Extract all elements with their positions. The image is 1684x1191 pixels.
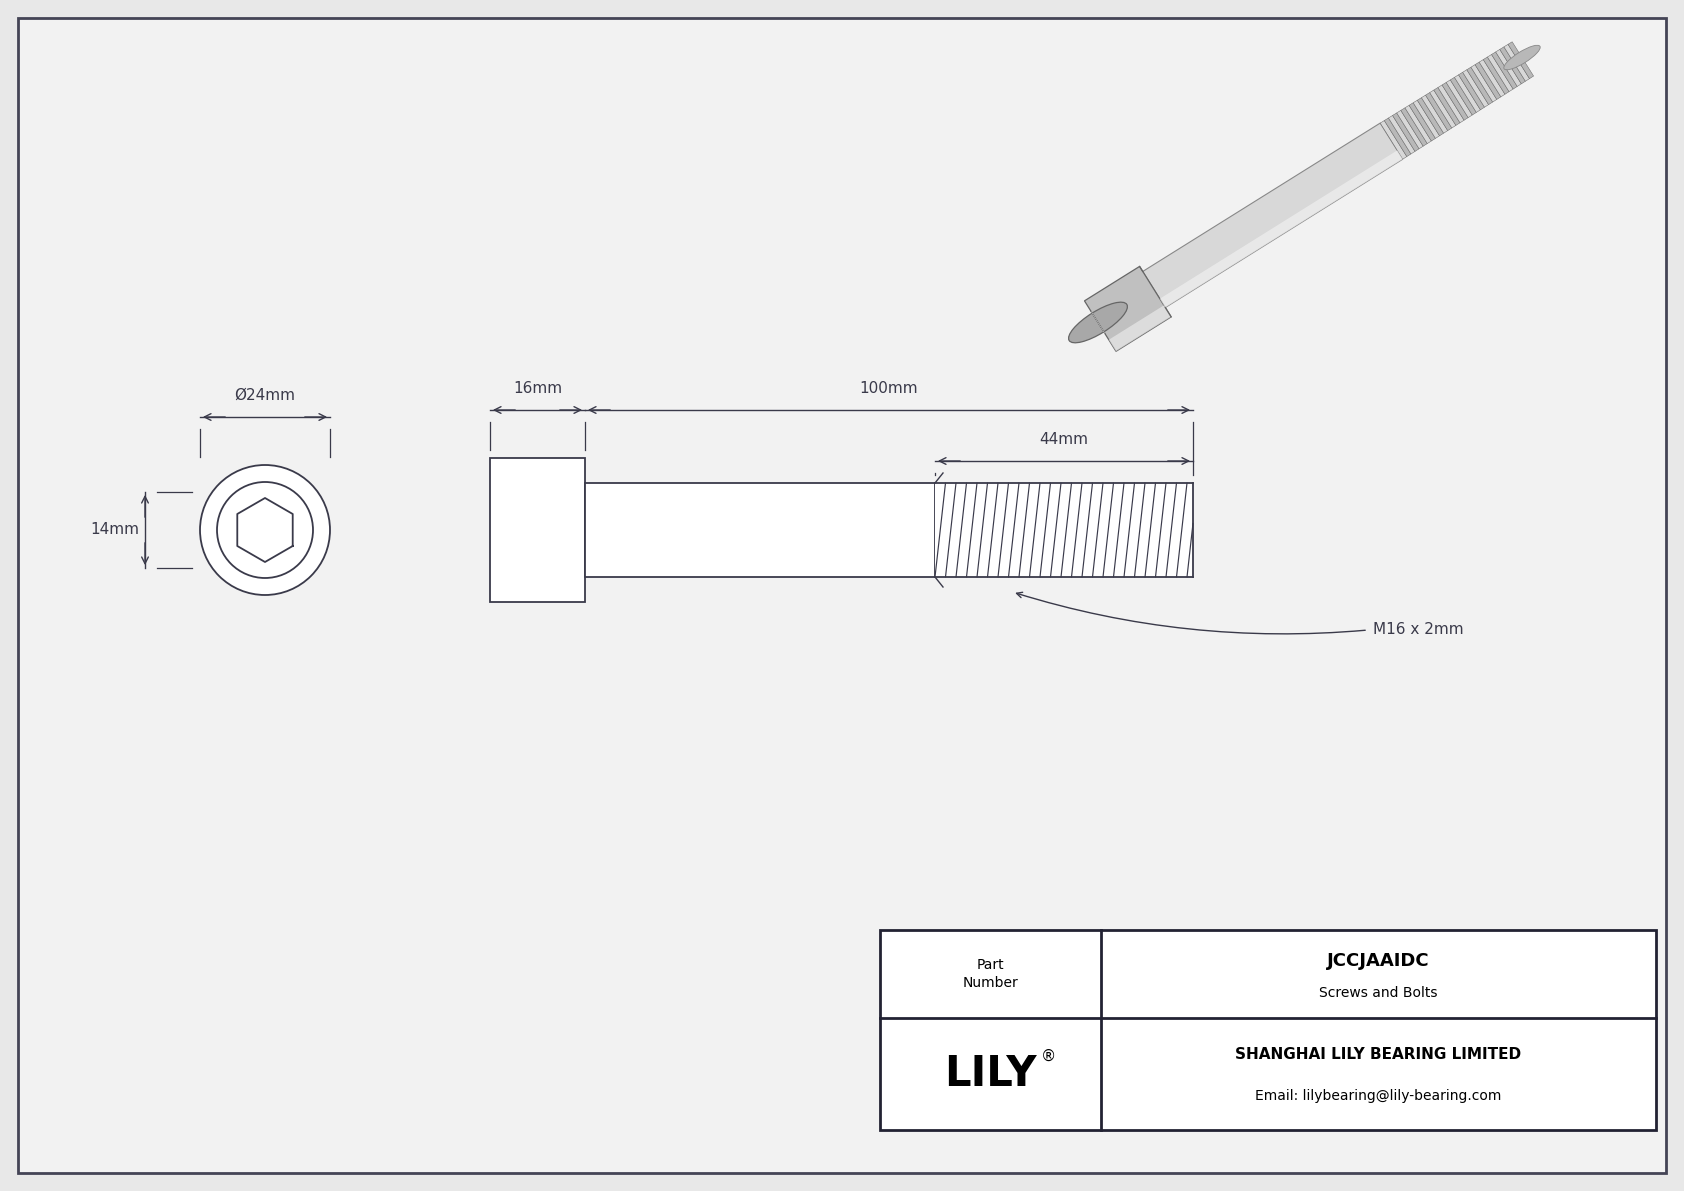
Text: M16 x 2mm: M16 x 2mm [1372, 623, 1463, 637]
Polygon shape [1108, 305, 1170, 351]
Polygon shape [1470, 64, 1497, 102]
Polygon shape [1442, 82, 1468, 120]
Polygon shape [1418, 98, 1443, 136]
Polygon shape [1091, 311, 1105, 333]
Circle shape [217, 482, 313, 578]
Polygon shape [1463, 70, 1489, 107]
Polygon shape [1509, 42, 1534, 79]
Polygon shape [1504, 44, 1529, 81]
Text: 44mm: 44mm [1039, 432, 1088, 447]
Polygon shape [1479, 60, 1505, 96]
Circle shape [200, 464, 330, 596]
Polygon shape [1426, 93, 1452, 131]
Polygon shape [1143, 123, 1403, 307]
Polygon shape [1430, 91, 1457, 127]
Text: ®: ® [1041, 1048, 1056, 1064]
Text: Ø24mm: Ø24mm [234, 388, 295, 403]
Text: 14mm: 14mm [89, 523, 140, 537]
Polygon shape [1381, 120, 1406, 160]
Polygon shape [1413, 100, 1440, 138]
Text: LILY: LILY [945, 1053, 1037, 1095]
Polygon shape [1495, 49, 1521, 87]
Ellipse shape [1069, 303, 1127, 343]
Polygon shape [1467, 67, 1492, 105]
Polygon shape [1396, 111, 1423, 149]
Polygon shape [1084, 267, 1170, 351]
Text: Email: lilybearing@lily-bearing.com: Email: lilybearing@lily-bearing.com [1255, 1090, 1502, 1103]
Polygon shape [1475, 62, 1500, 99]
Text: 16mm: 16mm [514, 381, 562, 395]
Polygon shape [1455, 75, 1480, 112]
Polygon shape [1447, 80, 1472, 118]
Polygon shape [1410, 102, 1435, 141]
Text: Part
Number: Part Number [963, 958, 1019, 990]
Polygon shape [1393, 113, 1420, 151]
Polygon shape [1401, 108, 1428, 146]
Polygon shape [1492, 52, 1517, 89]
Polygon shape [1484, 57, 1509, 94]
Text: JCCJAAIDC: JCCJAAIDC [1327, 952, 1430, 969]
Polygon shape [1500, 46, 1526, 83]
Polygon shape [1384, 118, 1411, 156]
Polygon shape [1433, 87, 1460, 125]
Text: SHANGHAI LILY BEARING LIMITED: SHANGHAI LILY BEARING LIMITED [1236, 1047, 1522, 1062]
Polygon shape [1388, 116, 1415, 154]
Text: Screws and Bolts: Screws and Bolts [1319, 986, 1438, 1000]
Ellipse shape [1504, 45, 1541, 70]
Bar [881, 930, 1655, 1130]
Bar [584, 484, 935, 576]
Polygon shape [1487, 55, 1514, 92]
Polygon shape [1404, 105, 1431, 144]
Text: 100mm: 100mm [861, 381, 918, 395]
Polygon shape [1160, 150, 1403, 307]
Polygon shape [1458, 73, 1485, 110]
Bar [935, 484, 1192, 576]
Polygon shape [1421, 95, 1448, 133]
Bar [490, 459, 584, 601]
Polygon shape [1450, 77, 1477, 116]
Polygon shape [1438, 85, 1463, 123]
